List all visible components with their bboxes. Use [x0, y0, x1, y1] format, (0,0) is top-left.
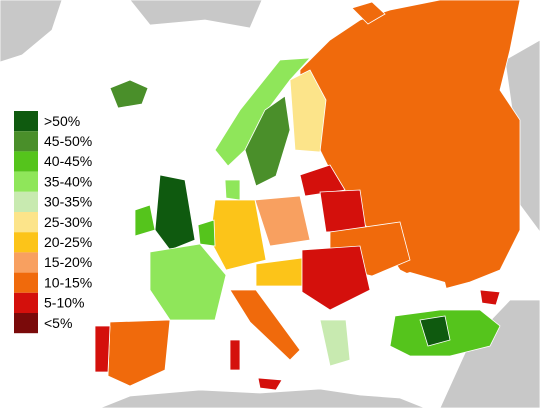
balkans: [301, 245, 371, 311]
legend-label: 40-45%: [44, 153, 92, 169]
middle-east: [439, 299, 540, 408]
legend-label: 5-10%: [44, 295, 84, 311]
legend-label: 20-25%: [44, 234, 92, 250]
baltics: [299, 164, 346, 197]
poland: [254, 195, 311, 247]
caucasus: [479, 289, 501, 306]
turkey-east: [419, 315, 451, 347]
legend-swatch: [14, 272, 38, 293]
sicily: [257, 377, 283, 391]
germany: [209, 199, 267, 271]
sweden: [244, 95, 291, 187]
france: [149, 243, 227, 321]
great-britain: [154, 174, 196, 251]
legend-swatch: [14, 232, 38, 253]
denmark: [224, 179, 241, 201]
legend-label: 25-30%: [44, 214, 92, 230]
legend-swatch: [14, 131, 38, 152]
countries: [94, 0, 521, 391]
ireland: [134, 204, 156, 237]
belarus: [319, 189, 367, 233]
black-sea: [378, 272, 450, 312]
africa: [99, 388, 426, 408]
legend-swatch: [14, 111, 38, 132]
legend-label: 15-20%: [44, 254, 92, 270]
legend-swatch: [14, 151, 38, 172]
legend: >50% 45-50% 40-45% 35-40% 30-35% 25-30% 20-25%…: [14, 111, 92, 334]
legend-label: 35-40%: [44, 173, 92, 189]
iceland: [109, 79, 149, 109]
legend-swatch: [14, 252, 38, 273]
sardinia: [229, 339, 241, 371]
legend-swatch: [14, 191, 38, 212]
legend-label: 10-15%: [44, 274, 92, 290]
greece: [319, 319, 351, 367]
legend-swatch: [14, 292, 38, 313]
italy: [229, 289, 301, 361]
austria-hungary: [255, 257, 303, 287]
finland: [289, 69, 327, 153]
legend-label: 30-35%: [44, 194, 92, 210]
legend-label: >50%: [44, 113, 80, 129]
arctic-land: [129, 0, 263, 29]
legend-label: <5%: [44, 315, 72, 331]
legend-swatch: [14, 313, 38, 334]
portugal: [94, 325, 111, 373]
benelux: [197, 219, 216, 247]
legend-label: 45-50%: [44, 133, 92, 149]
russia-north: [351, 1, 386, 25]
legend-swatch: [14, 171, 38, 192]
greenland: [0, 0, 63, 63]
spain: [107, 319, 171, 387]
legend-swatch: [14, 212, 38, 233]
